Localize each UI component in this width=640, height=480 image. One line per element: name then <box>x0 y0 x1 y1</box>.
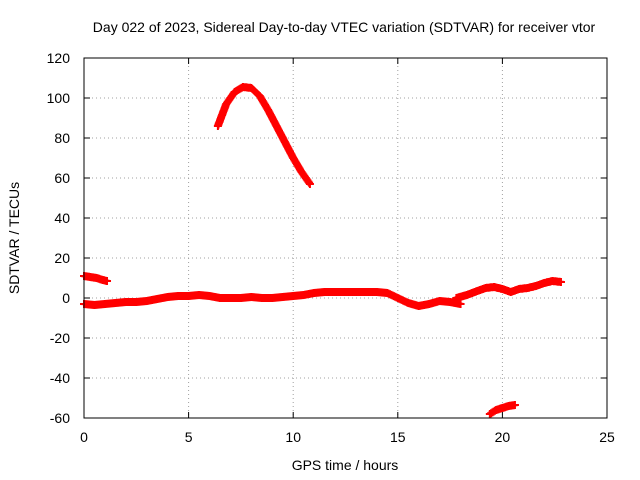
series-arc-3 <box>213 83 314 188</box>
y-tick-label: 0 <box>62 290 70 306</box>
x-tick-label: 0 <box>80 429 88 445</box>
y-tick-label: 80 <box>54 130 70 146</box>
y-axis-label: SDTVAR / TECUs <box>6 182 22 294</box>
series-trace <box>214 83 314 187</box>
x-tick-label: 10 <box>285 429 301 445</box>
chart-title: Day 022 of 2023, Sidereal Day-to-day VTE… <box>93 19 596 35</box>
y-tick-label: -60 <box>50 410 70 426</box>
series-trace <box>81 272 110 285</box>
x-tick-label: 25 <box>599 429 615 445</box>
x-tick-label: 20 <box>495 429 511 445</box>
axes: 0 5 10 15 20 25 -60 -40 -20 0 20 40 60 80 100 120 <box>47 50 615 445</box>
grid-lines <box>84 58 607 418</box>
y-tick-label: 100 <box>47 90 71 106</box>
series-arc-2 <box>80 288 465 310</box>
data-points <box>80 83 565 418</box>
x-tick-label: 15 <box>390 429 406 445</box>
plot-frame <box>83 57 608 419</box>
x-tick-label: 5 <box>185 429 193 445</box>
series-arc-5 <box>485 401 519 418</box>
y-tick-label: 40 <box>54 210 70 226</box>
series-trace <box>81 288 464 310</box>
series-trace <box>487 401 518 418</box>
y-tick-label: 120 <box>47 50 71 66</box>
series-arc-4 <box>452 277 565 302</box>
y-tick-label: -20 <box>50 330 70 346</box>
y-tick-label: 60 <box>54 170 70 186</box>
x-axis-label: GPS time / hours <box>292 457 399 473</box>
series-trace <box>453 277 564 302</box>
y-tick-label: 20 <box>54 250 70 266</box>
series-arc-1 <box>80 272 112 285</box>
y-tick-label: -40 <box>50 370 70 386</box>
